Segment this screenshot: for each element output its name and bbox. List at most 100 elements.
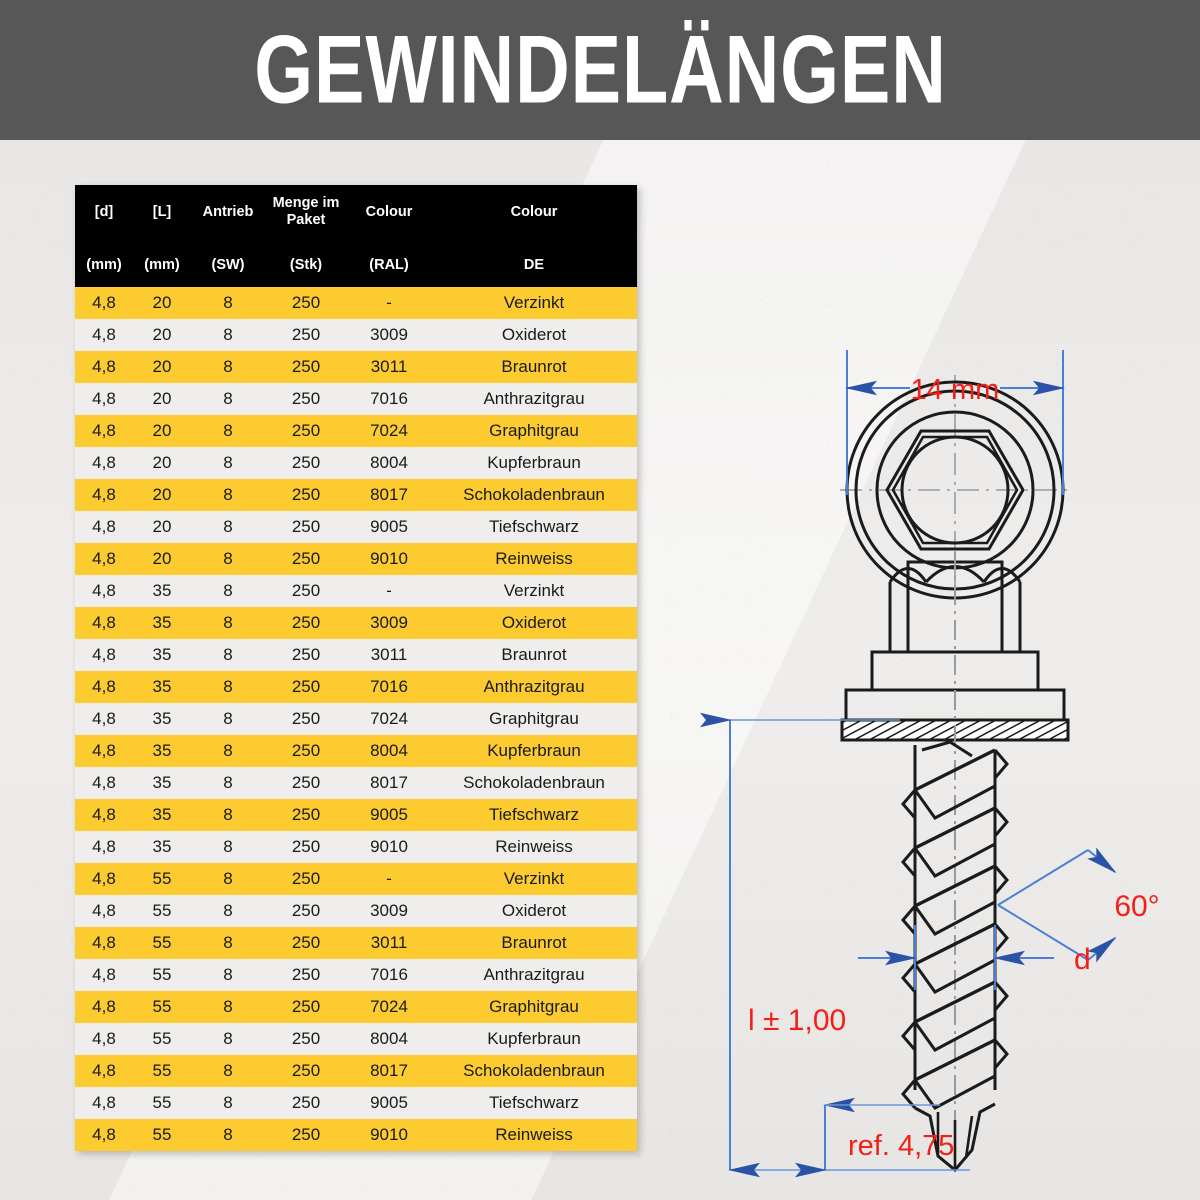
- column-unit-antrieb: (SW): [211, 256, 245, 273]
- cell-antrieb_sw: 8: [223, 677, 233, 696]
- cell-antrieb_sw: 8: [223, 741, 233, 760]
- cell-colour_ral: 9005: [370, 1093, 408, 1112]
- cell-antrieb_sw: 8: [223, 837, 233, 856]
- cell-colour_ral: 3009: [370, 901, 408, 920]
- table-row: 4,8 35 8 250 9010 Reinweiss: [75, 831, 637, 863]
- cell-colour_ral: 9005: [370, 805, 408, 824]
- table-row: 4,8 20 8 250 8017 Schokoladenbraun: [75, 479, 637, 511]
- dimension-drill-ref: ref. 4,75: [795, 1097, 954, 1178]
- cell-menge_stk: 250: [291, 773, 321, 792]
- cell-d_mm: 4,8: [92, 645, 116, 664]
- table-row: 4,8 55 8 250 9005 Tiefschwarz: [75, 1087, 637, 1119]
- cell-l_mm: 55: [152, 997, 172, 1016]
- column-unit-d: (mm): [86, 256, 122, 273]
- table-body: 4,8 20 8 250- Verzinkt 4,8 20 8 250 3009 Oxiderot 4…: [75, 287, 637, 1151]
- cell-l_mm: 20: [152, 453, 172, 472]
- cell-colour_de: Verzinkt: [503, 293, 565, 312]
- table-row: 4,8 20 8 250 7016 Anthrazitgrau: [75, 383, 637, 415]
- cell-menge_stk: 250: [291, 1093, 321, 1112]
- cell-colour_ral: 3009: [370, 613, 408, 632]
- table-row: 4,8 55 8 250 3009 Oxiderot: [75, 895, 637, 927]
- table-row: 4,8 35 8 250 - Verzinkt: [75, 575, 637, 607]
- cell-l_mm: 20: [152, 325, 172, 344]
- cell-d_mm: 4,8: [92, 421, 116, 440]
- cell-colour_de: Anthrazitgrau: [483, 965, 585, 984]
- cell-colour_ral: 9005: [370, 517, 408, 536]
- column-header-colour-ral: Colour: [365, 203, 413, 220]
- cell-antrieb_sw: 8: [223, 1061, 233, 1080]
- table-row: 4,8 55 8 250 7024 Graphitgrau: [75, 991, 637, 1023]
- dimension-thread-angle: 60°: [997, 847, 1160, 963]
- cell-colour_de: Kupferbraun: [487, 453, 581, 472]
- cell-d_mm: 4,8: [92, 613, 116, 632]
- cell-menge_stk: 250: [291, 805, 321, 824]
- cell-colour_ral: 3011: [370, 357, 408, 376]
- dimension-length-label: l ± 1,00: [748, 1004, 846, 1037]
- cell-d_mm: 4,8: [92, 741, 116, 760]
- cell-colour_ral: 7016: [370, 677, 408, 696]
- cell-menge_stk: 250: [291, 485, 321, 504]
- cell-d_mm: 4,8: [92, 1029, 116, 1048]
- cell-colour_ral: 7024: [370, 997, 408, 1016]
- cell-menge_stk: 250: [291, 613, 321, 632]
- cell-menge_stk: 250: [291, 645, 321, 664]
- dimension-diameter-label: d: [1074, 943, 1091, 976]
- table-row: 4,8 55 8 250 8004 Kupferbraun: [75, 1023, 637, 1055]
- top-view-head: [840, 375, 1070, 605]
- cell-colour_ral: 7016: [370, 389, 408, 408]
- cell-menge_stk: 250: [291, 1029, 321, 1048]
- cell-colour_de: Braunrot: [501, 933, 567, 952]
- cell-menge_stk: 250: [291, 1061, 321, 1080]
- cell-colour_ral: 9010: [370, 549, 408, 568]
- cell-d_mm: 4,8: [92, 325, 116, 344]
- cell-antrieb_sw: 8: [223, 325, 233, 344]
- cell-menge_stk: 250: [291, 901, 321, 920]
- cell-d_mm: 4,8: [92, 837, 116, 856]
- column-header-d: [d]: [94, 203, 114, 220]
- cell-colour_de: Reinweiss: [495, 549, 573, 568]
- cell-antrieb_sw: 8: [223, 613, 233, 632]
- cell-menge_stk: 250: [291, 389, 321, 408]
- table-row: 4,8 20 8 250 - Verzinkt: [75, 287, 637, 319]
- cell-d_mm: 4,8: [92, 901, 116, 920]
- cell-l_mm: 55: [152, 1061, 172, 1080]
- cell-l_mm: 35: [152, 709, 172, 728]
- cell-menge_stk: 250: [291, 933, 321, 952]
- cell-l_mm: 35: [152, 613, 172, 632]
- cell-l_mm: 55: [152, 965, 172, 984]
- table-row: 4,8 20 8 250 3009 Oxiderot: [75, 319, 637, 351]
- cell-colour_ral: 7024: [370, 709, 408, 728]
- cell-antrieb_sw: 8: [223, 901, 233, 920]
- cell-colour_ral: 8017: [370, 485, 408, 504]
- dimension-angle-label: 60°: [1114, 890, 1159, 923]
- cell-l_mm: 55: [152, 933, 172, 952]
- table-header-row-units: (mm) (mm) (SW) (Stk) (RAL) DE: [75, 241, 637, 287]
- cell-l_mm: 20: [152, 549, 172, 568]
- table-row: 4,8 55 8 250 7016 Anthrazitgrau: [75, 959, 637, 991]
- column-unit-de: DE: [523, 256, 545, 273]
- table-row: 4,8 55 8 250 3011 Braunrot: [75, 927, 637, 959]
- cell-l_mm: 55: [152, 1093, 172, 1112]
- cell-antrieb_sw: 8: [223, 453, 233, 472]
- cell-d_mm: 4,8: [92, 805, 116, 824]
- cell-l_mm: 20: [152, 389, 172, 408]
- cell-antrieb_sw: 8: [223, 517, 233, 536]
- cell-colour_de: Reinweiss: [495, 837, 573, 856]
- table-row: 4,8 35 8 250 3009 Oxiderot: [75, 607, 637, 639]
- cell-antrieb_sw: 8: [223, 421, 233, 440]
- table-row: 4,8 35 8 250 3011 Braunrot: [75, 639, 637, 671]
- table-row: 4,8 35 8 250 7016 Anthrazitgrau: [75, 671, 637, 703]
- cell-antrieb_sw: 8: [223, 773, 233, 792]
- cell-colour_de: Graphitgrau: [489, 709, 579, 728]
- cell-d_mm: 4,8: [92, 549, 116, 568]
- cell-colour_de: Kupferbraun: [487, 741, 581, 760]
- cell-d_mm: 4,8: [92, 1061, 116, 1080]
- cell-menge_stk: 250: [291, 421, 321, 440]
- cell-colour_de: Schokoladenbraun: [463, 1061, 605, 1080]
- cell-menge_stk: 250: [291, 741, 321, 760]
- cell-l_mm: 35: [152, 837, 172, 856]
- cell-colour_de: Kupferbraun: [487, 1029, 581, 1048]
- cell-colour_de: Tiefschwarz: [488, 517, 580, 536]
- cell-l_mm: 35: [152, 805, 172, 824]
- cell-antrieb_sw: 8: [223, 965, 233, 984]
